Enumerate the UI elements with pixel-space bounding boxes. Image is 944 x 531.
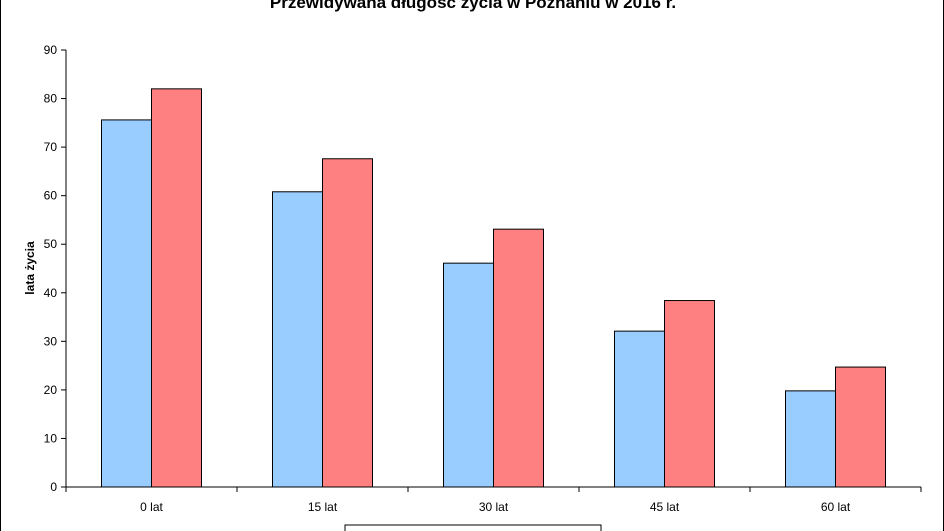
bar-series-1 bbox=[614, 330, 665, 488]
x-tick-label: 60 lat bbox=[821, 500, 851, 514]
y-axis-label: lata życia bbox=[23, 241, 37, 295]
bar-series-2 bbox=[664, 300, 715, 488]
legend-box bbox=[344, 524, 602, 531]
x-tick-label: 0 lat bbox=[140, 500, 163, 514]
chart-title: Przewidywana długość życia w Poznaniu w … bbox=[270, 0, 676, 12]
x-tick-label: 30 lat bbox=[479, 500, 509, 514]
y-tick-label: 90 bbox=[44, 43, 58, 57]
y-tick-label: 0 bbox=[50, 480, 57, 494]
bar-series-2 bbox=[151, 88, 202, 488]
x-tick-label: 15 lat bbox=[308, 500, 338, 514]
y-tick-label: 70 bbox=[44, 140, 58, 154]
bar-series-2 bbox=[835, 366, 886, 488]
x-axis-ticks: 0 lat 15 lat 30 lat 45 lat 60 lat bbox=[65, 487, 922, 514]
y-axis-ticks: 0 10 20 30 40 50 60 70 80 90 bbox=[44, 43, 66, 494]
y-tick-label: 10 bbox=[44, 431, 58, 445]
bar-series-1 bbox=[443, 262, 494, 488]
bar-series-1 bbox=[785, 390, 836, 488]
bar-series-2 bbox=[322, 158, 373, 488]
y-tick-label: 60 bbox=[44, 189, 58, 203]
y-tick-label: 80 bbox=[44, 92, 58, 106]
y-tick-label: 30 bbox=[44, 334, 58, 348]
bars-group bbox=[101, 88, 886, 488]
bar-series-2 bbox=[493, 228, 544, 488]
bar-series-1 bbox=[101, 119, 152, 488]
y-tick-label: 20 bbox=[44, 383, 58, 397]
bar-series-1 bbox=[272, 191, 323, 488]
x-tick-label: 45 lat bbox=[650, 500, 680, 514]
y-tick-label: 50 bbox=[44, 237, 58, 251]
y-tick-label: 40 bbox=[44, 286, 58, 300]
